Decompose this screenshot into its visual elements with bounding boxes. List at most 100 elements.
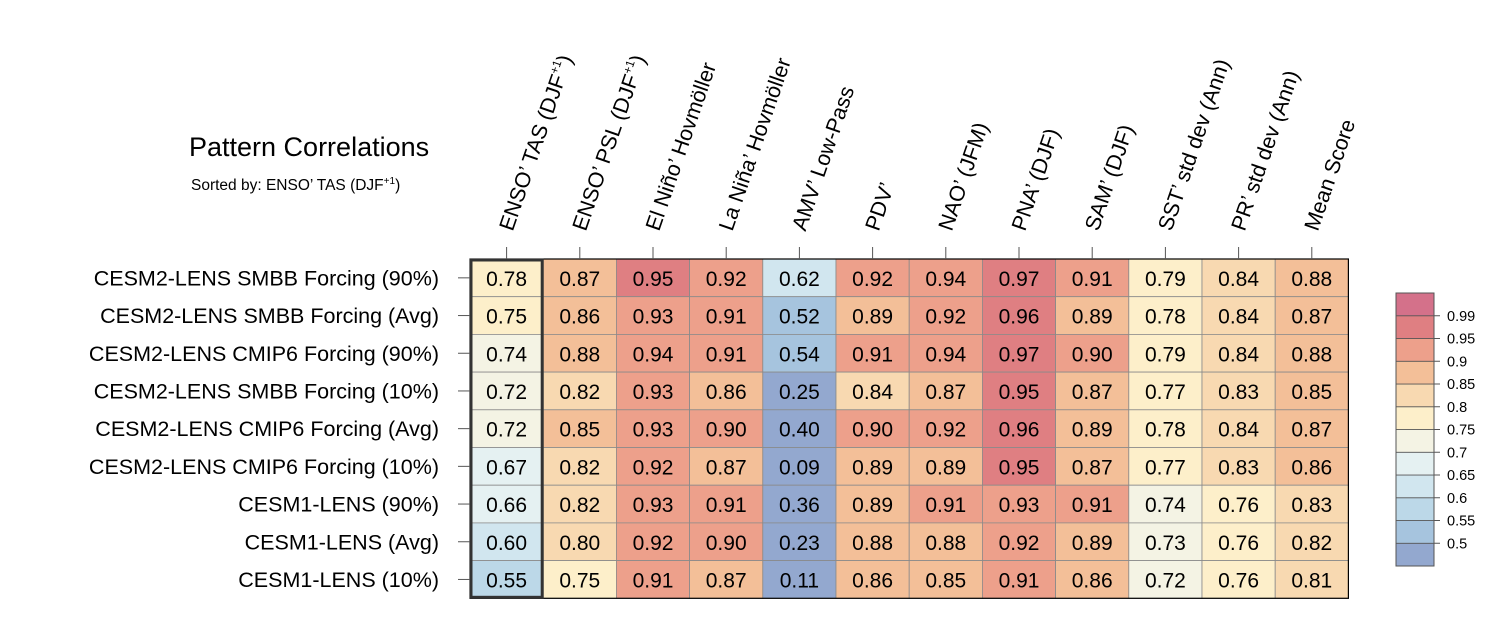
heatmap-cell <box>1274 447 1349 486</box>
cell-value: 0.73 <box>1145 532 1186 555</box>
heatmap-cell <box>762 447 837 486</box>
cell-value: 0.75 <box>486 306 527 329</box>
cell-value: 0.89 <box>852 456 893 479</box>
colorbar-swatch <box>1395 292 1435 317</box>
heatmap-cell <box>835 296 910 335</box>
column-label: La Niña’ Hovmöller <box>714 55 796 234</box>
heatmap-cell <box>762 333 837 373</box>
cell-value: 0.86 <box>852 569 893 592</box>
colorbar-label: 0.95 <box>1447 332 1475 348</box>
cell-value: 0.40 <box>779 419 820 442</box>
cell-value: 0.80 <box>559 532 600 555</box>
cell-value: 0.94 <box>633 343 674 366</box>
cell-value: 0.09 <box>779 456 820 479</box>
column-label: PDV’ <box>861 179 900 233</box>
cell-value: 0.11 <box>780 569 819 592</box>
heatmap-cell <box>908 484 983 524</box>
cell-value: 0.92 <box>633 532 674 555</box>
cell-value: 0.92 <box>925 419 966 442</box>
cell-value: 0.78 <box>1145 419 1186 442</box>
cell-value: 0.89 <box>1072 419 1113 442</box>
colorbar-swatch <box>1395 451 1435 476</box>
column-label: ENSO’ TAS (DJF+1) <box>494 51 578 233</box>
cell-value: 0.67 <box>486 456 527 479</box>
colorbar-swatch <box>1395 383 1435 408</box>
heatmap-cell <box>616 560 691 599</box>
cell-value: 0.66 <box>486 494 527 517</box>
colorbar-swatch <box>1395 360 1435 385</box>
cell-value: 0.83 <box>1218 381 1259 404</box>
cell-value: 0.76 <box>1218 494 1259 517</box>
heatmap-cell <box>1201 296 1276 335</box>
cell-value: 0.72 <box>1145 569 1186 592</box>
row-label: CESM2-LENS SMBB Forcing (Avg) <box>100 304 439 328</box>
cell-value: 0.76 <box>1218 532 1259 555</box>
row-label: CESM2-LENS SMBB Forcing (10%) <box>94 379 439 403</box>
cell-value: 0.82 <box>1291 532 1332 555</box>
heatmap-cell <box>1274 258 1349 298</box>
cell-value: 0.72 <box>486 381 527 404</box>
cell-value: 0.93 <box>633 419 674 442</box>
cell-value: 0.83 <box>1291 494 1332 517</box>
heatmap-cell <box>1055 258 1130 298</box>
cell-value: 0.85 <box>925 569 966 592</box>
cell-value: 0.84 <box>1218 343 1259 366</box>
heatmap-cell <box>1128 333 1203 373</box>
heatmap-cell <box>689 447 764 486</box>
heatmap-cell <box>1128 484 1203 524</box>
cell-value: 0.92 <box>706 268 747 291</box>
heatmap-cell <box>542 409 617 448</box>
cell-value: 0.91 <box>706 494 747 517</box>
heatmap-cell <box>908 333 983 373</box>
heatmap-cell <box>982 447 1057 486</box>
heatmap-cell <box>616 484 691 524</box>
cell-value: 0.95 <box>633 268 674 291</box>
cell-value: 0.87 <box>706 456 747 479</box>
heatmap-cell <box>469 484 544 524</box>
cell-value: 0.91 <box>1072 494 1113 517</box>
heatmap-cell <box>982 522 1057 562</box>
cell-value: 0.88 <box>852 532 893 555</box>
cell-value: 0.93 <box>633 306 674 329</box>
cell-value: 0.87 <box>1291 306 1332 329</box>
cell-value: 0.91 <box>852 343 893 366</box>
heatmap-cell <box>616 333 691 373</box>
heatmap-cell <box>616 409 691 448</box>
cell-value: 0.78 <box>1145 306 1186 329</box>
cell-value: 0.88 <box>925 532 966 555</box>
heatmap-cell <box>1128 560 1203 599</box>
cell-value: 0.87 <box>559 268 600 291</box>
heatmap-cell <box>762 296 837 335</box>
cell-value: 0.89 <box>1072 306 1113 329</box>
heatmap-cell <box>762 258 837 298</box>
cell-value: 0.36 <box>779 494 820 517</box>
colorbar-swatch <box>1395 429 1435 453</box>
cell-value: 0.76 <box>1218 569 1259 592</box>
colorbar-swatch <box>1395 474 1435 499</box>
cell-value: 0.85 <box>1291 381 1332 404</box>
cell-value: 0.86 <box>1072 569 1113 592</box>
cell-value: 0.91 <box>706 343 747 366</box>
cell-value: 0.92 <box>925 306 966 329</box>
subtitle-superscript: +1 <box>383 176 396 187</box>
cell-value: 0.93 <box>633 381 674 404</box>
column-label: PR’ std dev (Ann) <box>1227 67 1304 233</box>
heatmap-cell <box>1274 560 1349 599</box>
heatmap-cell <box>835 409 910 448</box>
heatmap-cell <box>542 560 617 599</box>
heatmap-cell <box>1055 333 1130 373</box>
cell-value: 0.84 <box>852 381 893 404</box>
heatmap-cell <box>1201 409 1276 448</box>
cell-value: 0.87 <box>706 569 747 592</box>
column-label: NAO’ (JFM) <box>934 119 993 233</box>
colorbar-label: 0.55 <box>1447 514 1475 530</box>
subtitle-text: Sorted by: ENSO’ TAS (DJF <box>191 177 384 195</box>
cell-value: 0.89 <box>925 456 966 479</box>
cell-value: 0.96 <box>999 306 1040 329</box>
cell-value: 0.86 <box>706 381 747 404</box>
heatmap-cell <box>835 560 910 599</box>
heatmap-cell <box>835 447 910 486</box>
cell-value: 0.72 <box>486 419 527 442</box>
cell-value: 0.85 <box>559 419 600 442</box>
